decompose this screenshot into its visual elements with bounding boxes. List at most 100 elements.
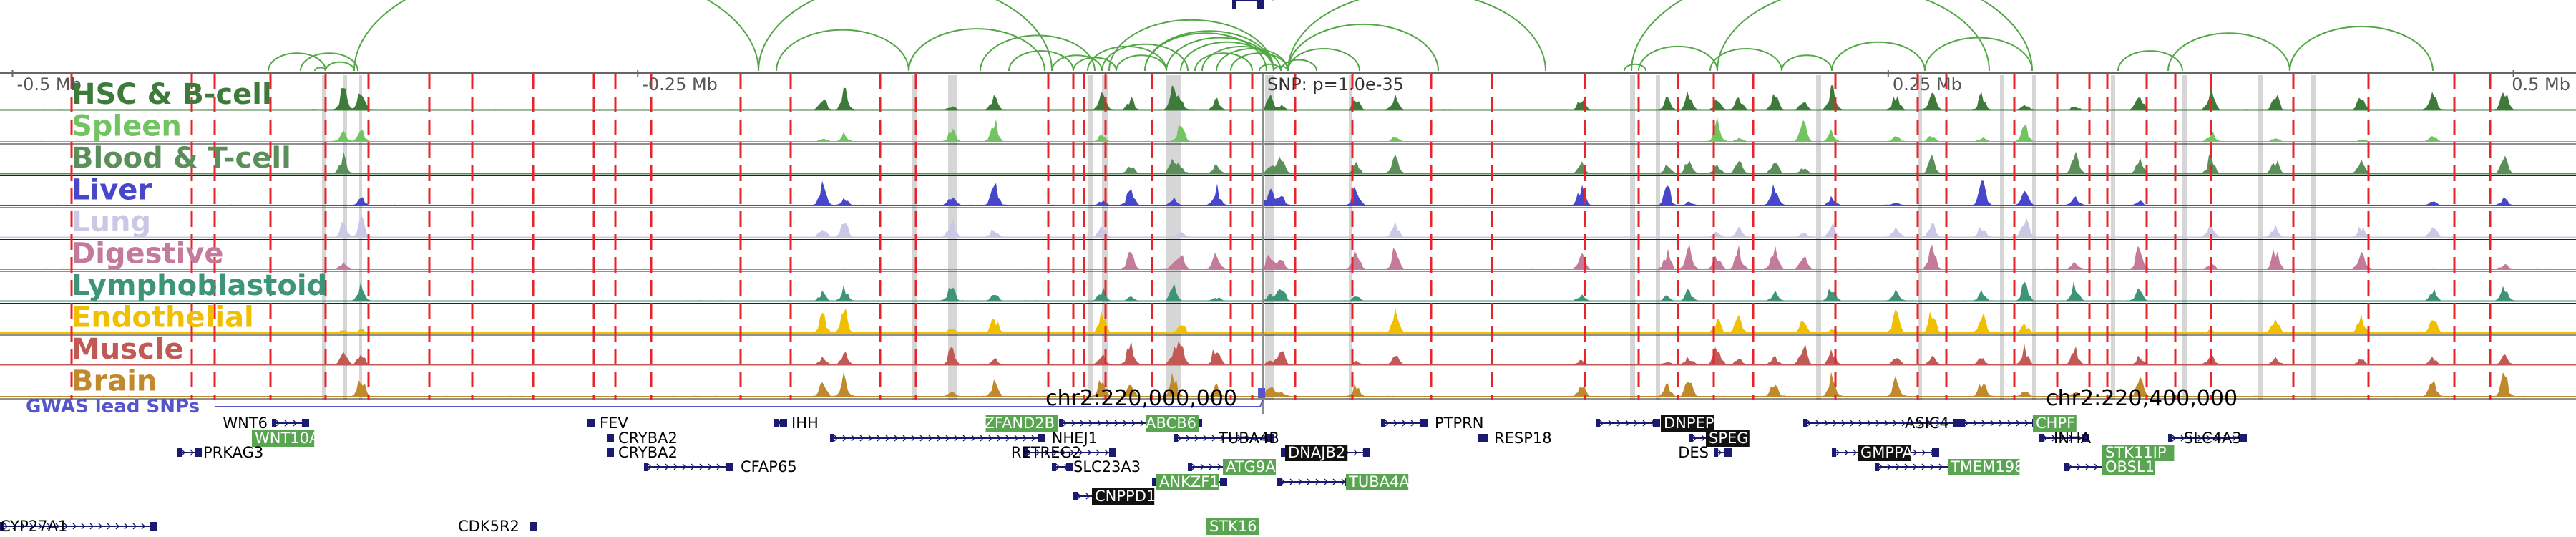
- gene-strand-chevron: [1634, 420, 1638, 427]
- gene-strand-chevron: [1844, 449, 1848, 456]
- gene-strand-chevron: [1087, 449, 1091, 456]
- gene-exon: [774, 419, 779, 427]
- gene-strand-chevron: [1080, 420, 1084, 427]
- gene-label: FEV: [600, 415, 628, 432]
- track-signal: [0, 341, 2576, 365]
- gene-strand-chevron: [1625, 420, 1629, 427]
- gene-strand-chevron: [1053, 449, 1057, 456]
- gene-strand-chevron: [1893, 420, 1897, 427]
- gene-label: ANKZF1: [1159, 473, 1219, 490]
- gene-strand-chevron: [902, 435, 907, 442]
- gene-label: DNPEP: [1664, 415, 1714, 432]
- gene-strand-chevron: [954, 435, 958, 442]
- gene-strand-chevron: [1097, 420, 1101, 427]
- gene-label: ABCB6: [1146, 415, 1196, 432]
- gene-strand-chevron: [1085, 493, 1090, 500]
- gene-strand-chevron: [1990, 420, 1994, 427]
- gene-exon: [1714, 448, 1718, 457]
- gene-strand-chevron: [1858, 420, 1863, 427]
- gwas-line: [215, 399, 1264, 407]
- gene-strand-chevron: [1930, 463, 1934, 470]
- gene-strand-chevron: [997, 435, 1001, 442]
- gene-label: CNPPD1: [1095, 488, 1156, 505]
- gene-strand-chevron: [1964, 420, 1968, 427]
- interaction-arcs: [268, 0, 2434, 72]
- interaction-arc: [776, 29, 909, 72]
- gene-strand-chevron: [1023, 435, 1027, 442]
- gene-strand-chevron: [190, 449, 194, 456]
- gene-label-box: [1948, 459, 2020, 475]
- interaction-arc: [1624, 63, 1646, 72]
- gene-strand-chevron: [1104, 449, 1108, 456]
- gene-resp18: RESP18: [1478, 430, 1552, 447]
- interaction-arc: [1631, 0, 2033, 72]
- gene-exon: [1281, 448, 1285, 457]
- axis-tick-label: 0.25 Mb: [1893, 74, 1962, 95]
- gene-strand-chevron: [1896, 463, 1900, 470]
- gene-exon: [1478, 434, 1482, 442]
- gene-strand-chevron: [1088, 420, 1093, 427]
- gene-strand-chevron: [1936, 420, 1940, 427]
- interaction-arc: [1781, 54, 1833, 72]
- gene-label: DES: [1678, 444, 1709, 461]
- gene-strand-chevron: [1254, 435, 1259, 442]
- gene-label: GMPPA: [1860, 444, 1913, 461]
- gene-strand-chevron: [1938, 463, 1943, 470]
- gene-strand-chevron: [2180, 435, 2185, 442]
- gene-exon: [272, 419, 276, 427]
- gene-strand-chevron: [691, 463, 695, 470]
- gene-strand-chevron: [1063, 420, 1067, 427]
- gene-label-box: [1092, 488, 1155, 505]
- gene-exon: [1481, 434, 1488, 442]
- track-signal: [0, 117, 2576, 142]
- gene-strand-chevron: [1999, 420, 2003, 427]
- gene-strand-chevron: [1096, 449, 1100, 456]
- gene-strand-chevron: [2016, 420, 2020, 427]
- track-label-6: Lymphoblastoid: [72, 269, 327, 302]
- gene-strand-chevron: [1393, 420, 1397, 427]
- interaction-arc: [2167, 32, 2290, 72]
- gene-strand-chevron: [1005, 435, 1010, 442]
- gene-strand-chevron: [1324, 478, 1328, 485]
- interaction-arc: [2117, 50, 2183, 72]
- gene-strand-chevron: [1140, 420, 1144, 427]
- gene-exon: [607, 448, 611, 457]
- gene-label-box: [1146, 415, 1199, 432]
- gene-label: TUBA4B: [1218, 430, 1279, 447]
- gene-exon: [1052, 463, 1056, 471]
- track-label-1: Spleen: [72, 110, 182, 143]
- gene-ankzf1: ANKZF1: [1152, 473, 1227, 490]
- interaction-arc: [1051, 54, 1103, 72]
- gene-strand-chevron: [988, 435, 992, 442]
- gene-strand-chevron: [1044, 449, 1048, 456]
- gene-exon: [1220, 478, 1227, 486]
- gene-abcb6: ABCB6: [1146, 415, 1202, 432]
- gene-strand-chevron: [1835, 449, 1840, 456]
- gene-strand-chevron: [1341, 478, 1345, 485]
- gene-tmem198: TMEM198: [1875, 458, 2024, 475]
- gene-label: GLB1L: [1267, 0, 1315, 4]
- track-label-3: Liver: [72, 174, 152, 207]
- gene-strand-chevron: [877, 435, 881, 442]
- gwas-lead-snps: GWAS lead SNPs chr2:220,000,000 chr2:220,4…: [26, 386, 2238, 417]
- gene-label: PRKAG3: [203, 444, 263, 461]
- axis-tick-label: 0.5 Mb: [2512, 74, 2570, 95]
- gene-strand-chevron: [124, 523, 128, 530]
- gene-strand-chevron: [1298, 478, 1302, 485]
- gene-glb1l: GLB1L: [1232, 0, 1315, 9]
- gene-strand-chevron: [699, 463, 703, 470]
- track-8: [0, 341, 2576, 367]
- gene-strand-chevron: [115, 523, 119, 530]
- track-signal: [0, 180, 2576, 205]
- interaction-arc: [1259, 63, 1282, 72]
- gene-exon: [607, 434, 611, 442]
- gene-exon: [1109, 448, 1116, 457]
- gene-strand-chevron: [1246, 435, 1250, 442]
- gene-strand-chevron: [1114, 420, 1118, 427]
- gene-strand-chevron: [859, 435, 864, 442]
- gene-exon: [1174, 434, 1178, 442]
- gene-exon: [1932, 448, 1939, 457]
- gene-strand-chevron: [2215, 435, 2219, 442]
- gene-exon: [1267, 434, 1274, 442]
